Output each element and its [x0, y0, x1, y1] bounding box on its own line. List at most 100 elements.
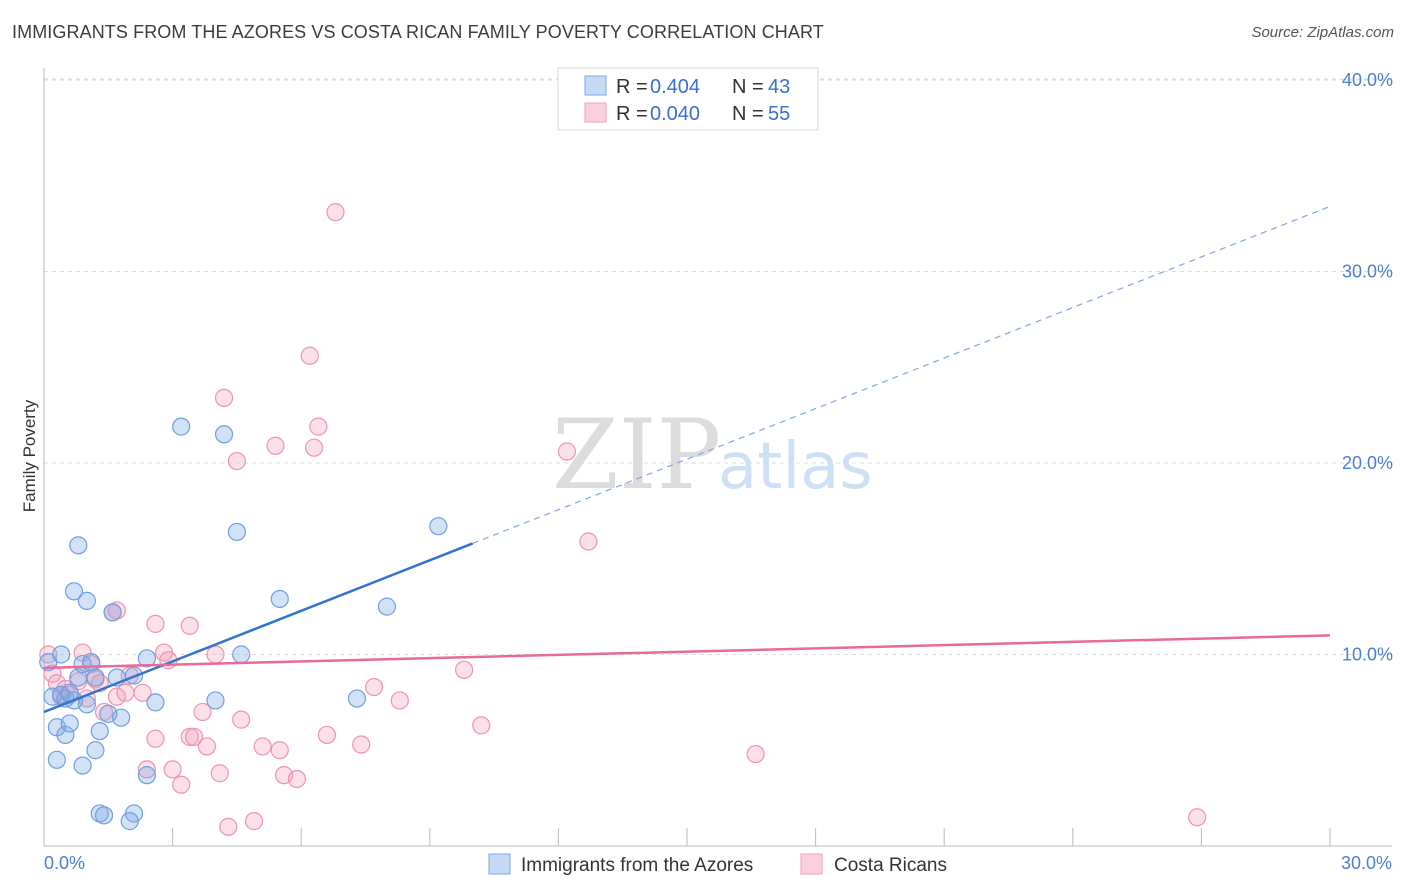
costa-ricans-point	[270, 741, 289, 760]
bottom-legend: Immigrants from the Azores Costa Ricans	[488, 853, 947, 876]
costa-ricans-point	[364, 677, 384, 697]
azores-trend-line	[43, 542, 474, 714]
costa-ricans-point	[287, 769, 307, 789]
azores-point	[172, 417, 191, 436]
azores-point	[377, 597, 397, 616]
bottom-legend-swatch-costa-ricans	[800, 853, 823, 875]
azores-point	[429, 517, 448, 536]
legend-n-label-costa-ricans: N =	[732, 103, 764, 125]
legend-r-value-azores: 0.404	[650, 76, 700, 98]
azores-point	[227, 522, 246, 542]
costa-ricans-point	[193, 702, 212, 722]
azores-point	[270, 589, 289, 609]
legend-swatch-azores	[584, 75, 607, 96]
azores-point	[232, 645, 251, 664]
costa-ricans-point	[146, 729, 165, 748]
costa-ricans-point	[472, 716, 491, 735]
bottom-legend-label-costa-ricans: Costa Ricans	[834, 855, 947, 876]
x-tick-label-max: 30.0%	[1341, 853, 1392, 873]
azores-points	[39, 417, 448, 831]
costa-ricans-point	[146, 614, 165, 633]
chart-title: IMMIGRANTS FROM THE AZORES VS COSTA RICA…	[12, 22, 824, 42]
azores-point	[137, 766, 156, 785]
legend-r-label-costa-ricans: R =	[616, 103, 648, 125]
costa-ricans-point	[206, 645, 225, 664]
azores-point	[103, 603, 122, 622]
bottom-legend-label-azores: Immigrants from the Azores	[521, 855, 753, 876]
azores-point	[347, 689, 367, 708]
azores-point	[69, 536, 88, 555]
azores-point	[73, 756, 92, 775]
azores-point	[120, 812, 139, 831]
costa-ricans-point	[137, 760, 156, 779]
legend-n-value-azores: 43	[768, 76, 790, 98]
azores-point	[90, 721, 109, 741]
azores-point	[112, 708, 131, 727]
azores-trend-extension	[472, 205, 1331, 544]
costa-ricans-point	[352, 735, 371, 754]
chart-source: Source: ZipAtlas.com	[1251, 24, 1394, 41]
azores-point	[146, 693, 165, 712]
x-ticks	[172, 828, 1331, 846]
costa-ricans-point	[244, 812, 264, 831]
legend-n-value-costa-ricans: 55	[768, 103, 790, 125]
costa-ricans-point	[172, 775, 191, 794]
costa-ricans-point	[579, 532, 598, 551]
watermark-atlas: atlas	[718, 430, 873, 504]
costa-ricans-point	[300, 346, 319, 365]
costa-ricans-point	[557, 442, 577, 461]
legend-r-label-azores: R =	[616, 76, 648, 98]
costa-ricans-point	[1188, 808, 1207, 827]
azores-point	[64, 582, 84, 601]
costa-ricans-point	[163, 760, 182, 779]
costa-ricans-point	[304, 438, 324, 457]
watermark-zip: ZIP	[552, 399, 721, 511]
y-tick-label-40: 40.0%	[1342, 70, 1393, 90]
axes	[43, 68, 1392, 847]
costa-ricans-point	[317, 725, 337, 745]
costa-ricans-point	[326, 203, 345, 222]
costa-ricans-trend-line	[43, 634, 1331, 670]
azores-point	[206, 691, 225, 710]
costa-ricans-point	[210, 764, 229, 783]
costa-ricans-point	[746, 744, 765, 764]
costa-ricans-point	[107, 687, 126, 706]
y-tick-label-10: 10.0%	[1342, 645, 1393, 665]
costa-ricans-point	[232, 710, 251, 729]
azores-point	[214, 425, 234, 444]
costa-ricans-point	[219, 817, 238, 836]
y-tick-labels: 10.0% 20.0% 30.0% 40.0%	[1342, 70, 1393, 665]
azores-point	[52, 645, 71, 664]
costa-ricans-point	[197, 737, 216, 756]
y-tick-label-30: 30.0%	[1342, 262, 1393, 282]
costa-ricans-point	[227, 451, 246, 471]
x-tick-label-min: 0.0%	[44, 853, 85, 873]
bottom-legend-swatch-azores	[488, 853, 511, 875]
legend: R = 0.404 N = 43 R = 0.040 N = 55	[557, 67, 819, 131]
azores-point	[86, 741, 105, 760]
costa-ricans-point	[253, 737, 272, 756]
costa-ricans-point	[390, 691, 409, 710]
y-tick-label-20: 20.0%	[1342, 453, 1393, 473]
gridlines	[44, 78, 1392, 655]
azores-point	[77, 591, 96, 610]
azores-point	[47, 750, 66, 769]
azores-point	[94, 806, 114, 825]
costa-ricans-points	[39, 203, 1207, 836]
costa-ricans-point	[184, 727, 204, 746]
y-axis-label: Family Poverty	[20, 399, 39, 512]
costa-ricans-point	[180, 727, 199, 746]
watermark: ZIP atlas	[552, 399, 873, 511]
costa-ricans-point	[39, 645, 58, 664]
costa-ricans-point	[454, 660, 474, 679]
costa-ricans-point	[214, 388, 234, 407]
costa-ricans-point	[116, 683, 135, 702]
costa-ricans-point	[266, 436, 285, 455]
costa-ricans-point	[43, 664, 62, 683]
azores-point	[86, 668, 105, 687]
legend-r-value-costa-ricans: 0.040	[650, 103, 700, 125]
legend-swatch-costa-ricans	[584, 102, 607, 123]
costa-ricans-point	[309, 417, 328, 436]
costa-ricans-point	[133, 683, 152, 702]
